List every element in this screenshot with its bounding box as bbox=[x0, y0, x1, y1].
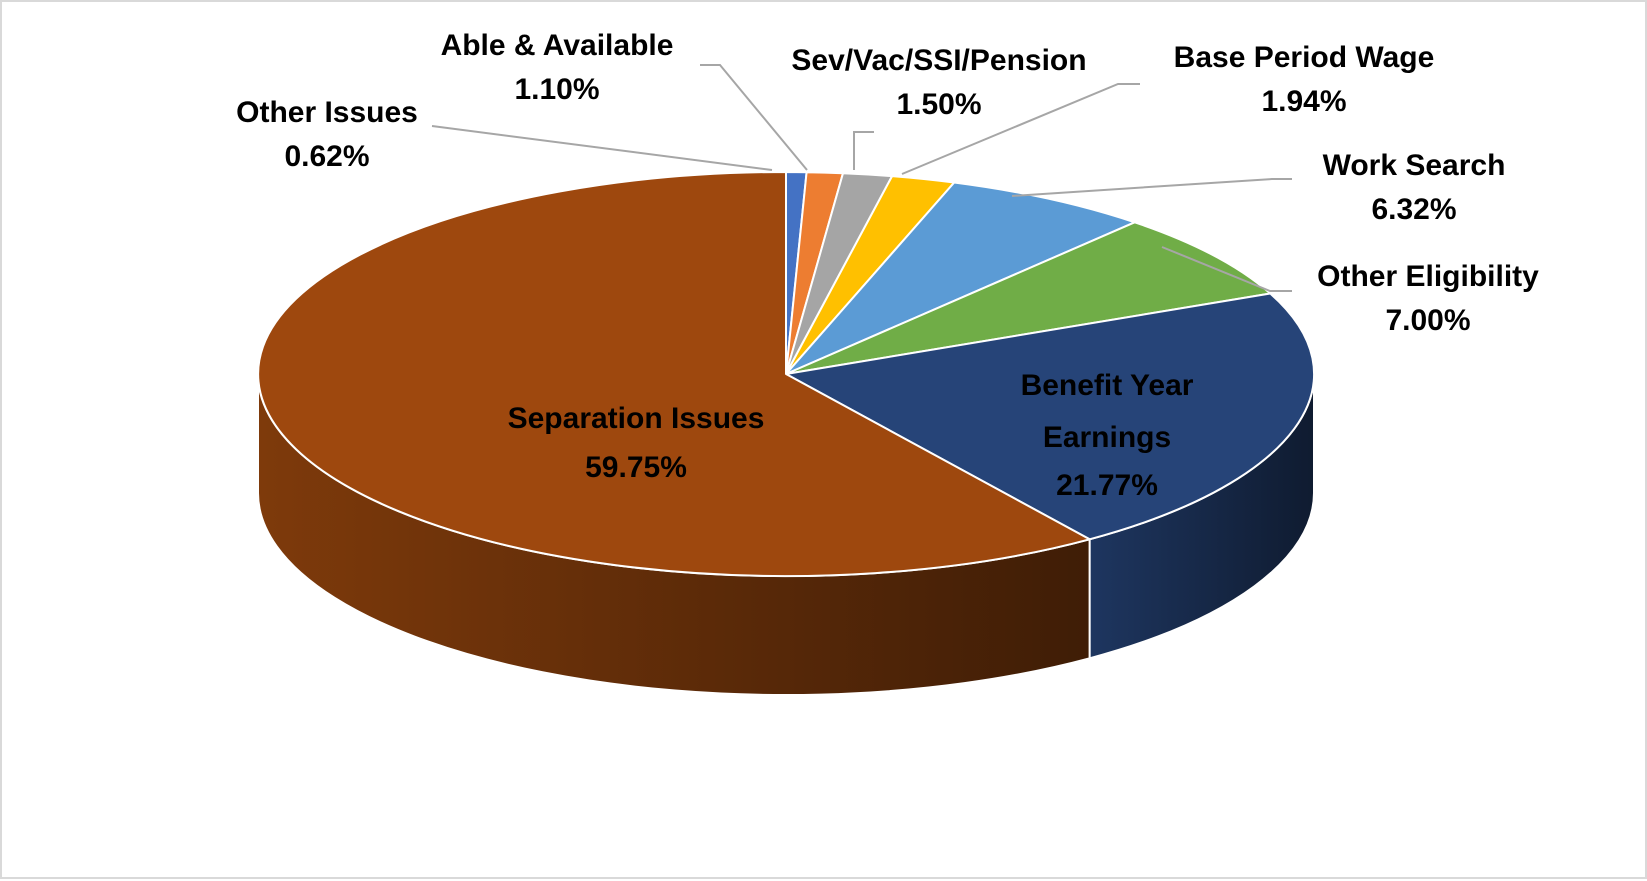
pie-slice-benefit-year-earnings bbox=[785, 292, 1316, 541]
leader-line-other-issues bbox=[431, 125, 773, 171]
value-work-search: 6.32% bbox=[1371, 193, 1456, 226]
pie-slices bbox=[257, 171, 1316, 577]
value-separation-issues: 59.75% bbox=[585, 451, 687, 484]
leader-line-base-period-wage bbox=[901, 83, 1140, 175]
value-base-period-wage: 1.94% bbox=[1261, 85, 1346, 118]
value-other-eligibility: 7.00% bbox=[1385, 304, 1470, 337]
label-sev-vac-ssi-pension: Sev/Vac/SSI/Pension bbox=[791, 44, 1086, 77]
label-work-search: Work Search bbox=[1323, 149, 1506, 182]
leader-line-sev-vac-ssi-pension bbox=[853, 131, 874, 170]
label-separation-issues: Separation Issues bbox=[508, 402, 765, 435]
pie-slice-work-search bbox=[785, 181, 1136, 375]
value-benefit-year-earnings: 21.77% bbox=[1056, 469, 1158, 502]
leader-line-other-eligibility bbox=[1161, 246, 1292, 292]
label-benefit-year-earnings-line-2: Earnings bbox=[1043, 421, 1171, 454]
leader-line-work-search bbox=[1011, 178, 1292, 197]
label-benefit-year-earnings-line-1: Benefit Year bbox=[1021, 369, 1194, 402]
pie-slice-separation-issues bbox=[257, 171, 1091, 577]
value-other-issues: 0.62% bbox=[284, 140, 369, 173]
label-base-period-wage: Base Period Wage bbox=[1174, 41, 1435, 74]
leader-lines bbox=[431, 64, 1292, 292]
label-other-issues: Other Issues bbox=[236, 96, 418, 129]
leader-line-able-available bbox=[700, 64, 808, 171]
value-able-available: 1.10% bbox=[514, 73, 599, 106]
label-able-available: Able & Available bbox=[441, 29, 674, 62]
label-other-eligibility: Other Eligibility bbox=[1317, 260, 1539, 293]
value-sev-vac-ssi-pension: 1.50% bbox=[896, 88, 981, 121]
data-labels: Other Issues 0.62% Able & Available 1.10% Se… bbox=[236, 29, 1539, 502]
